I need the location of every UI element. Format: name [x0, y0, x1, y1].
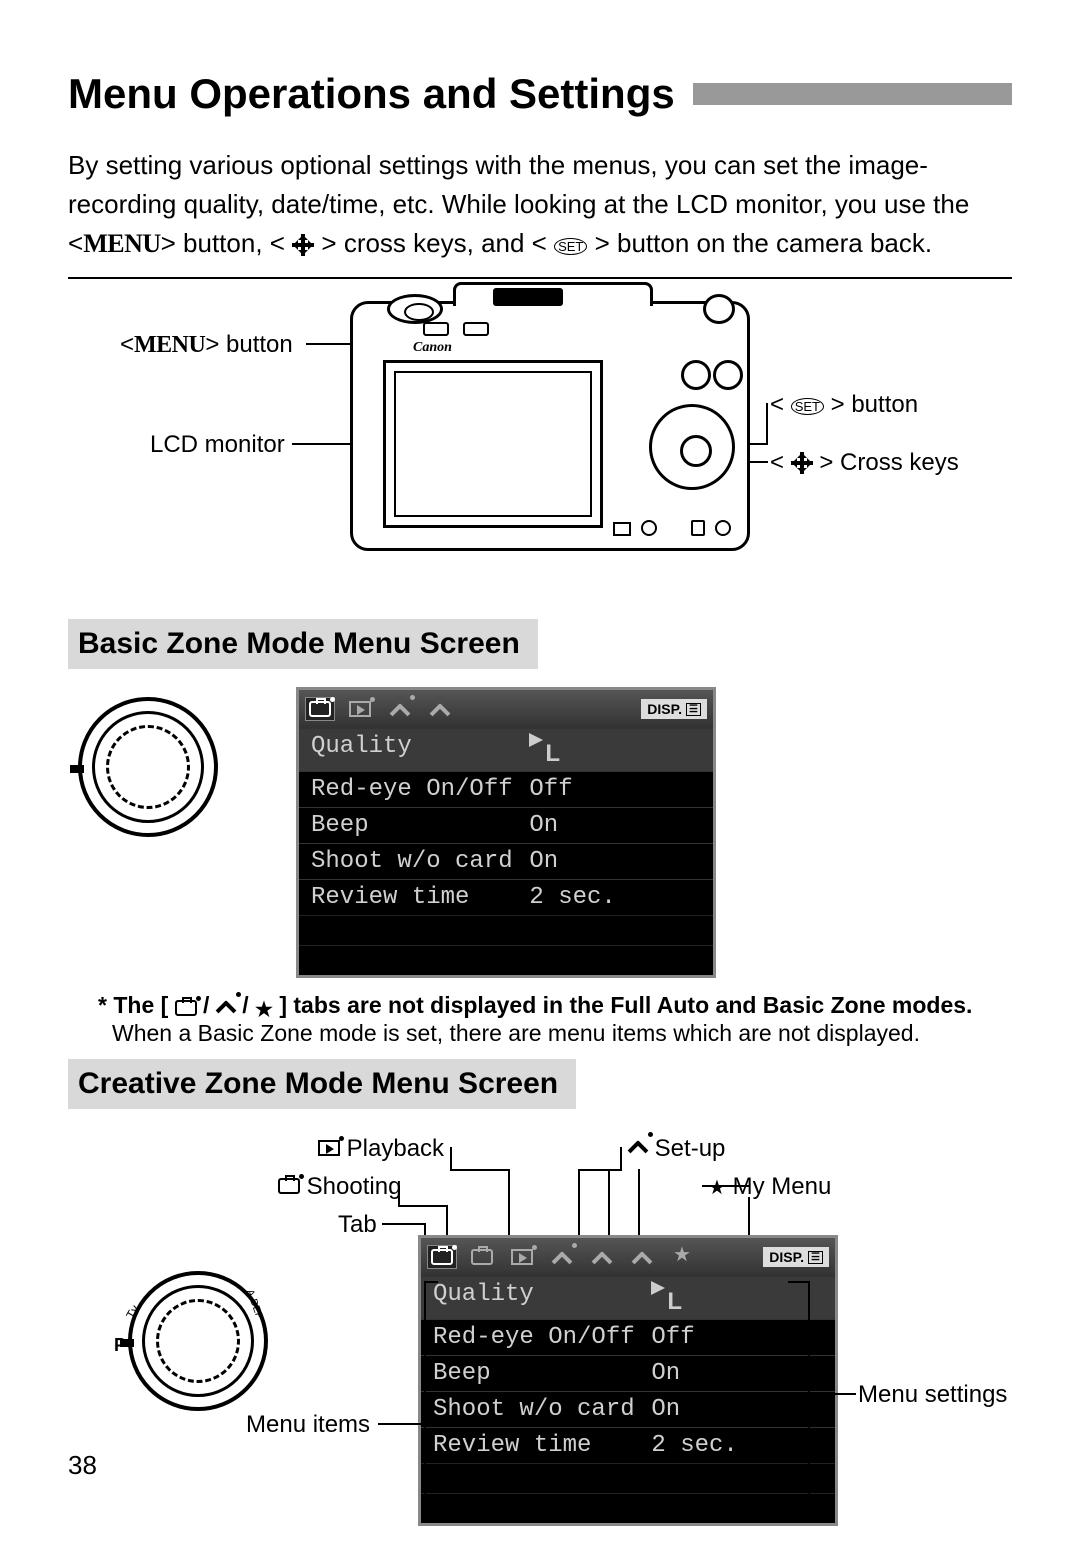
tab-setup-icon [385, 697, 415, 721]
disp-badge: DISP.☰ [763, 1247, 829, 1267]
callout-cross-keys: < > Cross keys [770, 449, 959, 477]
creative-zone-area: Playback Shooting Tab Set-up ★ My Menu P… [68, 1131, 1012, 1561]
tab-setup2-icon [587, 1245, 617, 1269]
label-shooting: Shooting [278, 1173, 401, 1201]
dial-adep-label: A-DEP [244, 1288, 265, 1320]
intro-end: > button on the camera back. [587, 228, 932, 258]
basic-zone-heading: Basic Zone Mode Menu Screen [68, 619, 538, 669]
callout-line [766, 403, 768, 445]
basic-zone-row: DISP.☰ Quality Red-eye On/OffOff BeepOn … [68, 687, 1012, 978]
lcd-tabs: ★ DISP.☰ [421, 1238, 835, 1276]
camera-diagram: <MENU> button LCD monitor < SET > button… [130, 301, 950, 581]
disp-badge: DISP.☰ [641, 699, 707, 719]
shooting-icon [278, 1178, 300, 1194]
tab-shooting2-icon [467, 1245, 497, 1269]
tab-setup1-icon [547, 1245, 577, 1269]
camera-tab-icon [175, 1000, 197, 1016]
menu-item-review: Review time2 sec. [421, 1427, 835, 1463]
wrench-tab-icon [216, 996, 236, 1016]
tab-shooting-icon [305, 697, 335, 721]
quality-icon [529, 733, 543, 747]
setup-icon [628, 1136, 648, 1156]
menu-item-quality: Quality [299, 728, 713, 771]
cross-keys-icon [292, 234, 314, 256]
footnote-plain: When a Basic Zone mode is set, there are… [112, 1020, 920, 1047]
page-number: 38 [68, 1450, 97, 1481]
menu-item-quality: Quality [421, 1276, 835, 1319]
intro-mid2: > cross keys, and < [314, 228, 554, 258]
title-bar [693, 83, 1012, 105]
label-menu-items: Menu items [246, 1411, 370, 1439]
lcd-icon [383, 360, 603, 528]
brand-label: Canon [413, 340, 452, 356]
label-menu-settings: Menu settings [858, 1381, 1007, 1409]
camera-body-icon: Canon [350, 301, 750, 551]
menu-item-redeye: Red-eye On/OffOff [299, 771, 713, 807]
menu-item-beep: BeepOn [299, 807, 713, 843]
intro-text: By setting various optional settings wit… [68, 146, 1012, 263]
play-button-icon [613, 522, 631, 536]
quality-icon [651, 1281, 665, 1295]
tab-playback-icon [345, 697, 375, 721]
label-setup: Set-up [628, 1135, 725, 1163]
page-title: Menu Operations and Settings [68, 70, 675, 118]
small-button-icon [715, 520, 731, 536]
creative-zone-heading: Creative Zone Mode Menu Screen [68, 1059, 576, 1109]
lcd-tabs: DISP.☰ [299, 690, 713, 728]
menu-button-icon [423, 322, 449, 336]
mode-dial-creative-icon: P Tv A-DEP [128, 1271, 268, 1411]
menu-item-redeye: Red-eye On/OffOff [421, 1319, 835, 1355]
dial-tv-label: Tv [123, 1303, 142, 1322]
label-playback: Playback [318, 1135, 444, 1163]
footnote: * The [ / / ★ ] tabs are not displayed i… [98, 992, 1012, 1047]
playback-icon [318, 1140, 340, 1156]
mymenu-icon: ★ [708, 1177, 726, 1199]
menu-word-icon: MENU [83, 229, 160, 258]
small-button-icon [641, 520, 657, 536]
tab-mymenu-icon: ★ [667, 1245, 697, 1269]
ae-lock-icon [681, 360, 711, 390]
mode-dial-basic-icon [78, 697, 218, 837]
callout-menu-button: <MENU> button [120, 331, 293, 359]
disp-button-icon [463, 322, 489, 336]
menu-item-review: Review time2 sec. [299, 879, 713, 915]
trash-button-icon [691, 520, 705, 536]
tab-shooting1-icon [427, 1245, 457, 1269]
label-mymenu: ★ My Menu [708, 1173, 831, 1201]
star-tab-icon: ★ [255, 999, 273, 1021]
tab-playback-icon [507, 1245, 537, 1269]
divider [68, 277, 1012, 279]
callout-set-button: < SET > button [770, 391, 918, 419]
menu-item-shoot: Shoot w/o cardOn [421, 1391, 835, 1427]
callout-lcd-monitor: LCD monitor [150, 431, 285, 459]
af-point-icon [713, 360, 743, 390]
tab-setup3-icon [627, 1245, 657, 1269]
creative-lcd-menu: ★ DISP.☰ Quality Red-eye On/OffOff BeepO… [418, 1235, 838, 1526]
title-row: Menu Operations and Settings [68, 70, 1012, 118]
basic-lcd-menu: DISP.☰ Quality Red-eye On/OffOff BeepOn … [296, 687, 716, 978]
menu-item-shoot: Shoot w/o cardOn [299, 843, 713, 879]
menu-item-beep: BeepOn [421, 1355, 835, 1391]
set-icon: SET [554, 238, 587, 255]
tab-setup2-icon [425, 697, 455, 721]
label-tab: Tab [338, 1211, 377, 1239]
cross-keys-icon [791, 452, 813, 474]
intro-mid1: > button, < [161, 228, 293, 258]
dpad-icon [649, 404, 735, 490]
